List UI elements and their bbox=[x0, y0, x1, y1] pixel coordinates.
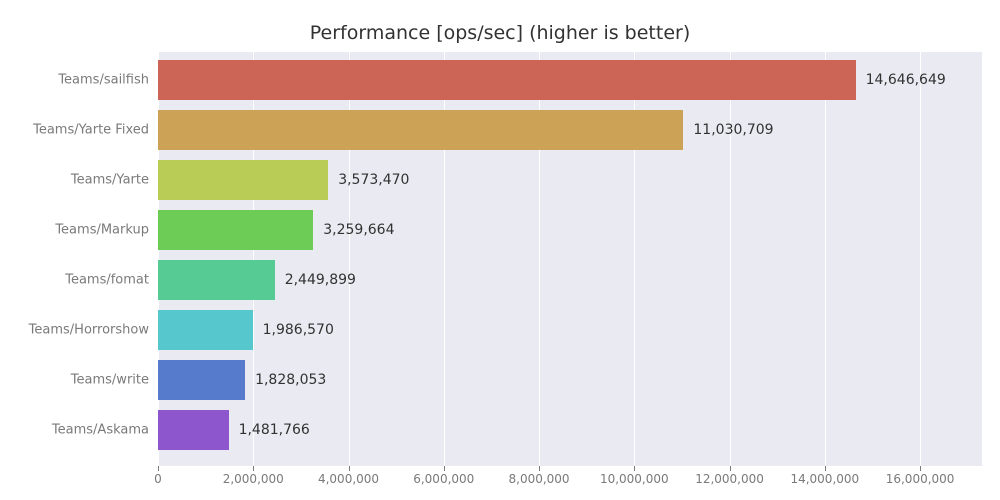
x-tick-mark bbox=[539, 466, 540, 471]
chart-bar: 2,449,899 bbox=[158, 260, 275, 300]
y-category-label: Teams/Horrorshow bbox=[29, 323, 149, 338]
x-tick-label: 14,000,000 bbox=[790, 472, 859, 486]
gridline bbox=[730, 52, 731, 466]
bar-value-label: 1,828,053 bbox=[255, 372, 326, 388]
gridline bbox=[825, 52, 826, 466]
y-category-label: Teams/sailfish bbox=[58, 73, 149, 88]
chart-bar: 1,828,053 bbox=[158, 360, 245, 400]
x-tick-mark bbox=[158, 466, 159, 471]
bar-fill bbox=[158, 360, 245, 400]
y-category-label: Teams/Askama bbox=[52, 423, 149, 438]
bar-fill bbox=[158, 110, 683, 150]
y-category-label: Teams/Yarte Fixed bbox=[33, 123, 149, 138]
y-category-label: Teams/Markup bbox=[55, 223, 149, 238]
gridline bbox=[920, 52, 921, 466]
x-tick-label: 12,000,000 bbox=[695, 472, 764, 486]
bar-fill bbox=[158, 60, 856, 100]
bar-value-label: 1,986,570 bbox=[263, 322, 334, 338]
chart-bar: 1,986,570 bbox=[158, 310, 253, 350]
chart-bar: 3,573,470 bbox=[158, 160, 328, 200]
bar-value-label: 14,646,649 bbox=[866, 72, 946, 88]
chart-bar: 14,646,649 bbox=[158, 60, 856, 100]
chart-bar: 1,481,766 bbox=[158, 410, 229, 450]
x-tick-label: 6,000,000 bbox=[413, 472, 474, 486]
bar-value-label: 2,449,899 bbox=[285, 272, 356, 288]
chart-bar: 3,259,664 bbox=[158, 210, 313, 250]
x-tick-mark bbox=[349, 466, 350, 471]
x-tick-label: 16,000,000 bbox=[886, 472, 955, 486]
x-tick-mark bbox=[825, 466, 826, 471]
bar-fill bbox=[158, 260, 275, 300]
x-tick-label: 0 bbox=[154, 472, 162, 486]
x-tick-label: 10,000,000 bbox=[600, 472, 669, 486]
x-tick-label: 2,000,000 bbox=[223, 472, 284, 486]
bar-value-label: 11,030,709 bbox=[693, 122, 773, 138]
x-tick-mark bbox=[730, 466, 731, 471]
chart-bar: 11,030,709 bbox=[158, 110, 683, 150]
x-tick-mark bbox=[920, 466, 921, 471]
bar-fill bbox=[158, 410, 229, 450]
chart-title: Performance [ops/sec] (higher is better) bbox=[0, 22, 1000, 44]
x-tick-mark bbox=[444, 466, 445, 471]
x-tick-mark bbox=[634, 466, 635, 471]
x-tick-label: 8,000,000 bbox=[508, 472, 569, 486]
x-tick-mark bbox=[253, 466, 254, 471]
bar-value-label: 1,481,766 bbox=[239, 422, 310, 438]
bar-value-label: 3,259,664 bbox=[323, 222, 394, 238]
y-category-label: Teams/Yarte bbox=[71, 173, 149, 188]
plot-area: 14,646,649 11,030,709 3,573,470 3,259,664 2,… bbox=[158, 52, 982, 466]
bar-fill bbox=[158, 310, 253, 350]
y-category-label: Teams/write bbox=[71, 373, 149, 388]
bar-fill bbox=[158, 210, 313, 250]
bar-value-label: 3,573,470 bbox=[338, 172, 409, 188]
bar-fill bbox=[158, 160, 328, 200]
x-tick-label: 4,000,000 bbox=[318, 472, 379, 486]
y-category-label: Teams/fomat bbox=[65, 273, 149, 288]
